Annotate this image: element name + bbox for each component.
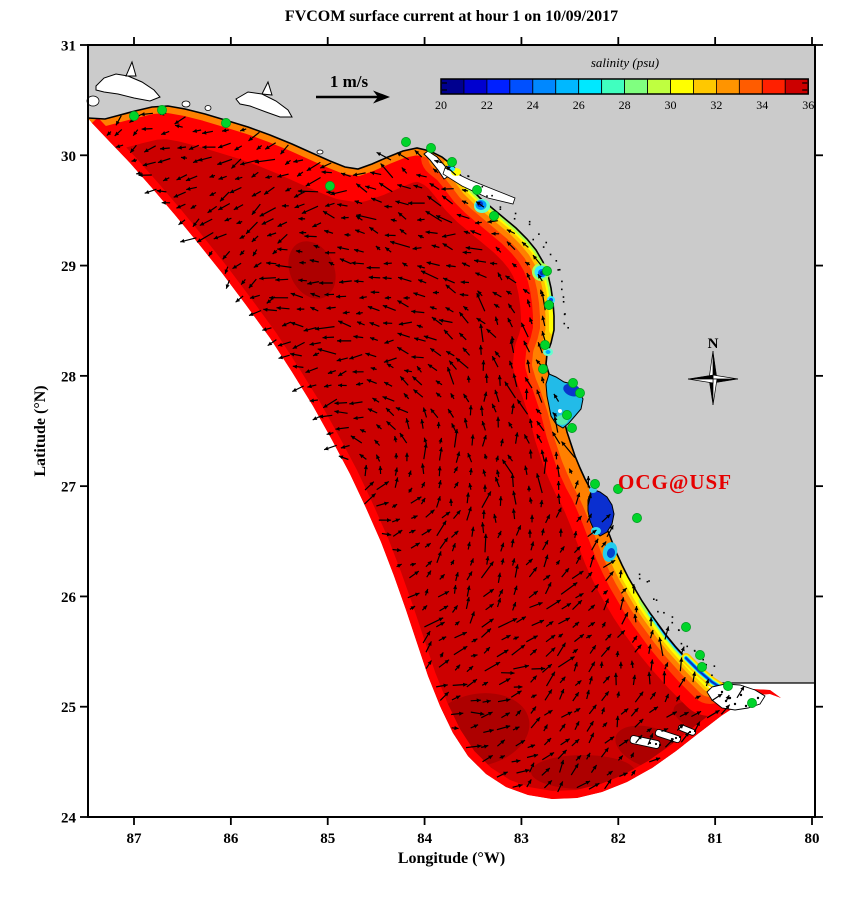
credit-label: OCG@USF bbox=[618, 470, 733, 494]
station-markers bbox=[129, 105, 757, 708]
north-label: N bbox=[707, 336, 719, 352]
colorbar-tick-label: 22 bbox=[481, 98, 493, 112]
colorbar-tick-label: 28 bbox=[619, 98, 631, 112]
tick-label: 81 bbox=[708, 831, 723, 847]
tick-label: 30 bbox=[61, 149, 76, 165]
station-dot bbox=[540, 340, 550, 350]
station-dot bbox=[575, 388, 585, 398]
station-dot bbox=[472, 185, 482, 195]
y-axis-label: Latitude (°N) bbox=[32, 385, 49, 477]
colorbar-tick-label: 34 bbox=[756, 98, 768, 112]
station-dot bbox=[723, 681, 733, 691]
station-dot bbox=[568, 378, 578, 388]
tick-label: 29 bbox=[61, 259, 76, 275]
tick-label: 28 bbox=[61, 369, 76, 385]
colorbar-tick-label: 30 bbox=[665, 98, 677, 112]
scale-arrow-label: 1 m/s bbox=[329, 72, 369, 91]
colorbar-label: salinity (psu) bbox=[590, 55, 660, 70]
station-dot bbox=[590, 479, 600, 489]
colorbar-tick-label: 32 bbox=[710, 98, 722, 112]
station-dot bbox=[325, 181, 335, 191]
station-dot bbox=[538, 364, 548, 374]
tick-label: 26 bbox=[61, 590, 77, 606]
scale-arrow bbox=[316, 90, 390, 104]
tick-label: 80 bbox=[804, 831, 819, 847]
station-dot bbox=[157, 105, 167, 115]
tick-label: 87 bbox=[127, 831, 143, 847]
station-dot bbox=[562, 410, 572, 420]
tick-label: 82 bbox=[611, 831, 626, 847]
colorbar-tick-label: 24 bbox=[527, 98, 539, 112]
tick-label: 24 bbox=[61, 810, 77, 826]
current-vectors bbox=[106, 111, 745, 793]
tick-label: 84 bbox=[417, 831, 433, 847]
colorbar-tick-label: 20 bbox=[435, 98, 447, 112]
compass-rose bbox=[687, 350, 739, 406]
tick-label: 27 bbox=[61, 480, 77, 496]
station-dot bbox=[697, 662, 707, 672]
station-dot bbox=[221, 118, 231, 128]
colorbar-tick-label: 26 bbox=[573, 98, 585, 112]
x-axis-label: Longitude (°W) bbox=[397, 850, 506, 867]
marsh-speckles bbox=[467, 175, 716, 677]
station-dot bbox=[401, 137, 411, 147]
tick-label: 86 bbox=[223, 831, 239, 847]
tick-label: 85 bbox=[320, 831, 335, 847]
station-dot bbox=[542, 266, 552, 276]
colorbar: 20 22 24 26 28 30 32 34 36 bbox=[435, 78, 814, 112]
station-dot bbox=[544, 300, 554, 310]
tick-label: 31 bbox=[61, 39, 76, 55]
station-dot bbox=[747, 698, 757, 708]
coastal-bays bbox=[86, 60, 450, 180]
colorbar-tick-label: 36 bbox=[802, 98, 814, 112]
page-title: FVCOM surface current at hour 1 on 10/09… bbox=[284, 8, 619, 25]
station-dot bbox=[129, 111, 139, 121]
station-dot bbox=[632, 513, 642, 523]
axes-frame: 87 86 85 84 83 82 81 80 31 30 29 28 27 26 25 24 bbox=[61, 37, 823, 847]
station-dot bbox=[447, 157, 457, 167]
station-dot bbox=[567, 423, 577, 433]
station-dot bbox=[681, 622, 691, 632]
tick-label: 83 bbox=[514, 831, 529, 847]
station-dot bbox=[695, 650, 705, 660]
station-dot bbox=[426, 143, 436, 153]
station-dot bbox=[613, 484, 623, 494]
tick-label: 25 bbox=[61, 700, 76, 716]
station-dot bbox=[489, 211, 499, 221]
